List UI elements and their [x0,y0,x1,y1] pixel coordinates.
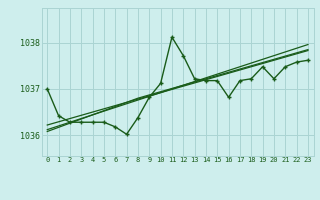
Text: Graphe pression niveau de la mer (hPa): Graphe pression niveau de la mer (hPa) [58,180,262,189]
